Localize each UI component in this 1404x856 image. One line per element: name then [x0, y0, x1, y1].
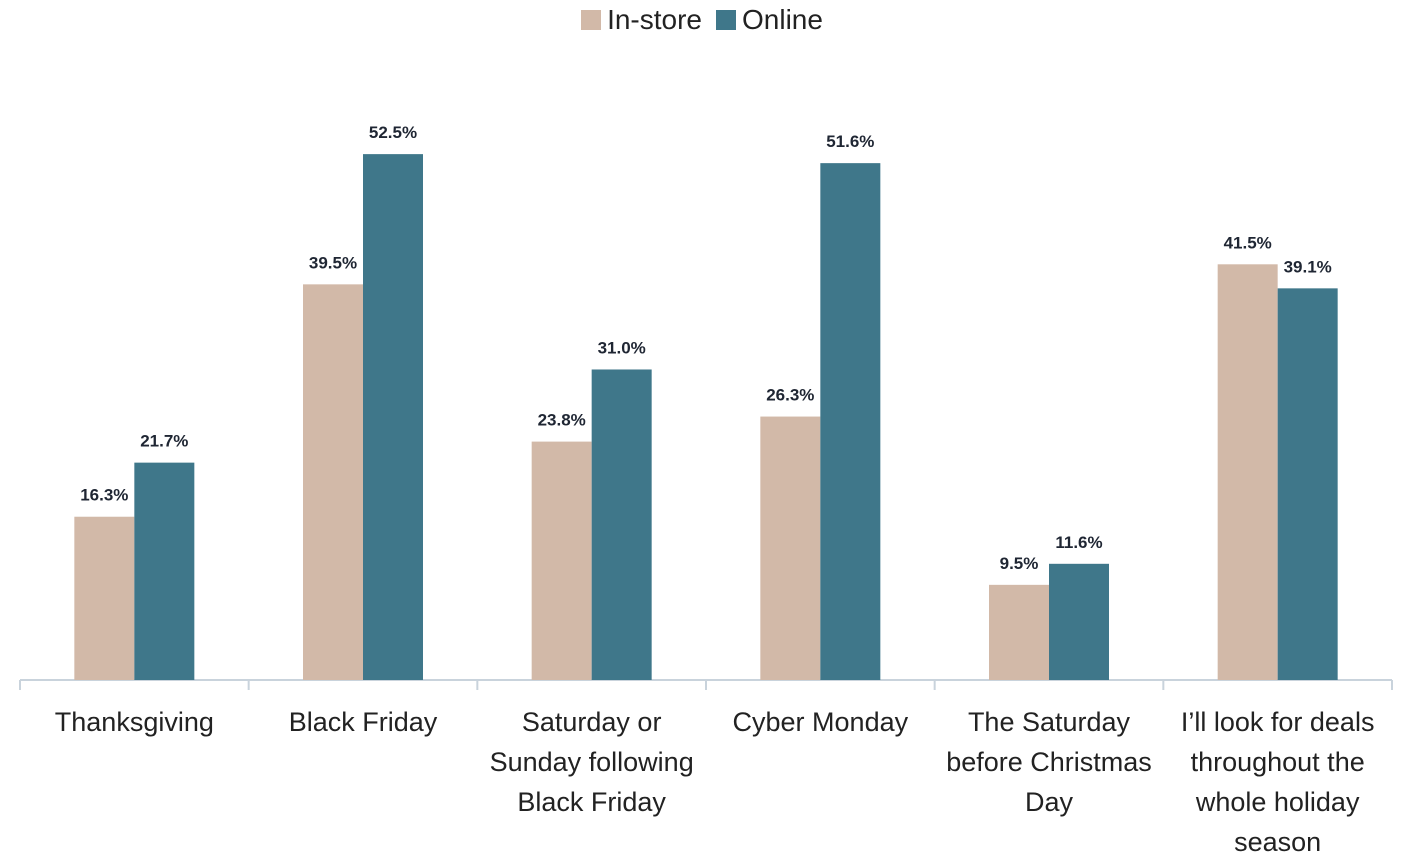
legend-swatch: [581, 10, 602, 30]
data-label: 52.5%: [369, 123, 417, 142]
data-label: 31.0%: [598, 338, 646, 357]
legend-label: In-store: [607, 4, 702, 35]
data-label: 41.5%: [1224, 233, 1272, 252]
x-tick-label: Saturday or Sunday following Black Frida…: [489, 707, 694, 817]
legend-swatch: [716, 10, 736, 30]
bar: [531, 441, 592, 680]
data-label: 39.5%: [309, 253, 357, 272]
x-tick-label: The Saturday before Christmas Day: [946, 707, 1152, 817]
bar: [760, 416, 821, 680]
data-label: 21.7%: [140, 432, 188, 451]
x-tick-label: Thanksgiving: [54, 707, 214, 737]
x-tick-label: Cyber Monday: [732, 707, 909, 737]
bar: [989, 584, 1049, 680]
bar: [591, 369, 652, 680]
bar: [134, 462, 195, 680]
data-label: 51.6%: [826, 132, 874, 151]
data-label: 11.6%: [1055, 533, 1102, 552]
data-label: 26.3%: [766, 386, 814, 405]
data-label: 9.5%: [1000, 554, 1039, 573]
bar: [363, 154, 423, 680]
bar: [303, 284, 363, 680]
data-label: 16.3%: [80, 486, 128, 505]
bar: [1217, 264, 1278, 680]
x-tick-label: Black Friday: [288, 707, 438, 737]
x-tick-label: I’ll look for deals throughout the whole…: [1180, 707, 1375, 856]
bar: [1049, 563, 1109, 680]
legend-item: In-store: [581, 4, 702, 36]
bar: [1277, 288, 1338, 680]
data-label: 23.8%: [538, 411, 586, 430]
legend-item: Online: [716, 4, 823, 36]
bar: [820, 163, 881, 680]
bar: [74, 516, 135, 680]
legend: In-store Online: [0, 4, 1404, 36]
legend-label: Online: [742, 4, 823, 35]
data-label: 39.1%: [1284, 257, 1332, 276]
